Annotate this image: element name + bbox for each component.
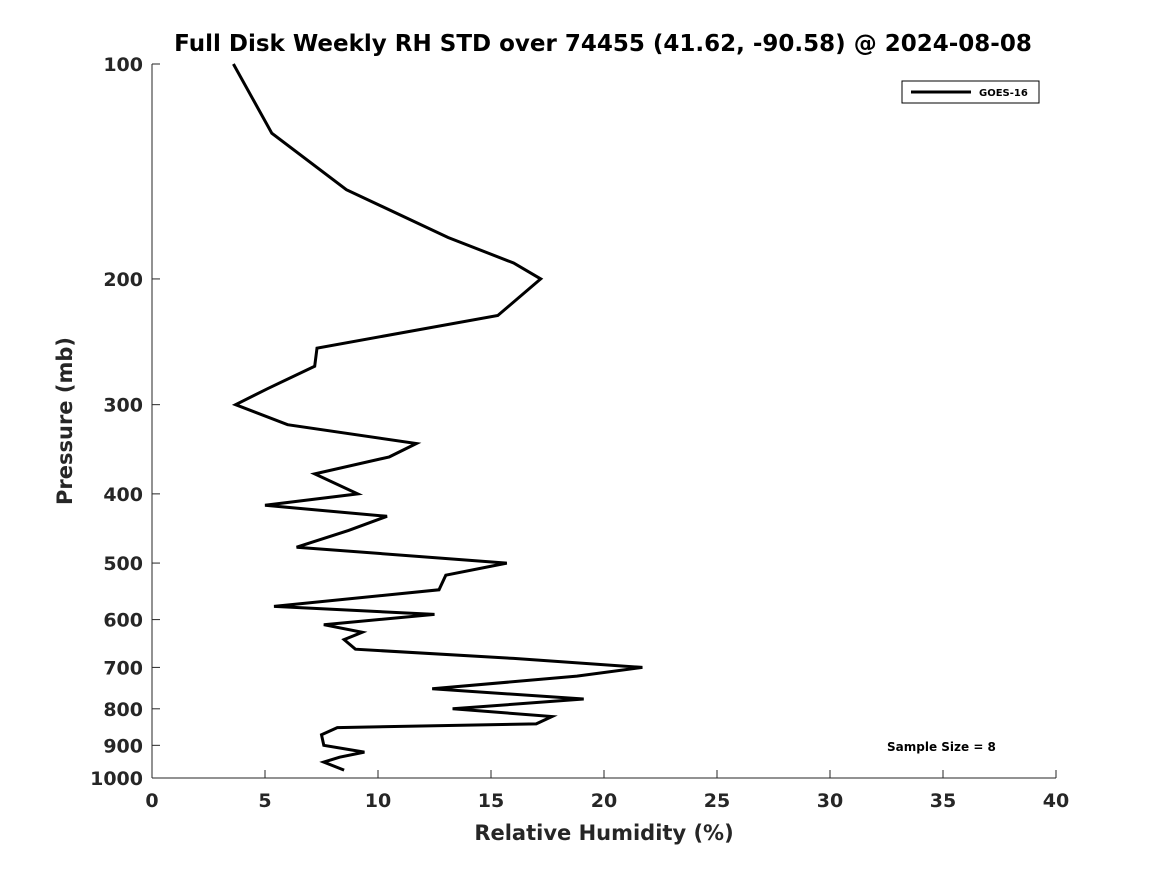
x-tick-label: 20	[591, 790, 617, 812]
y-axis-label: Pressure (mb)	[53, 337, 77, 505]
x-tick-label: 0	[145, 790, 158, 812]
y-tick-label: 900	[103, 735, 143, 757]
legend-label: GOES-16	[979, 88, 1028, 99]
x-tick-label: 35	[930, 790, 956, 812]
sample-size-annotation: Sample Size = 8	[887, 740, 996, 754]
y-tick-label: 1000	[90, 768, 143, 790]
y-tick-label: 800	[103, 699, 143, 721]
x-tick-label: 5	[258, 790, 271, 812]
y-tick-label: 400	[103, 484, 143, 506]
chart-title: Full Disk Weekly RH STD over 74455 (41.6…	[174, 31, 1032, 57]
y-tick-label: 100	[103, 54, 143, 76]
legend: GOES-16	[901, 80, 1040, 104]
x-tick-label: 10	[365, 790, 391, 812]
y-tick-label: 500	[103, 553, 143, 575]
plot-area	[231, 63, 643, 772]
x-tick-label: 40	[1043, 790, 1069, 812]
x-tick-label: 15	[478, 790, 504, 812]
y-tick-label: 300	[103, 395, 143, 417]
x-tick-label: 30	[817, 790, 843, 812]
y-tick-label: 600	[103, 610, 143, 632]
x-tick-label: 25	[704, 790, 730, 812]
x-axis-label: Relative Humidity (%)	[474, 821, 733, 845]
y-tick-label: 700	[103, 657, 143, 679]
series-line-GOES-16	[231, 63, 643, 772]
y-tick-label: 200	[103, 269, 143, 291]
axes: 0 5 10 15 20 25 30 35 40 100 200 300 400 500 600 700 800…	[90, 54, 1069, 812]
